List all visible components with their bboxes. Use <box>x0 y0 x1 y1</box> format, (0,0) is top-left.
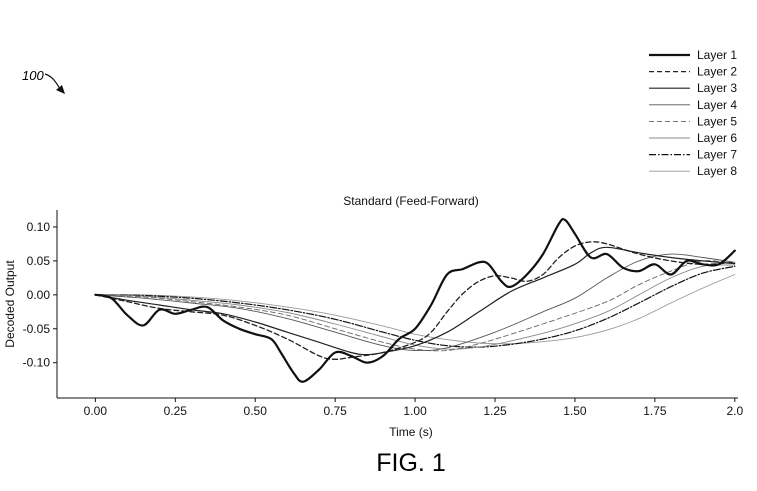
series-line-layer-1 <box>94 217 736 383</box>
legend-label-layer-1: Layer 1 <box>697 48 737 62</box>
x-tick-label: 1.00 <box>403 404 427 418</box>
legend-label-layer-7: Layer 7 <box>697 148 737 162</box>
y-tick-label: 0.05 <box>27 254 51 268</box>
series-line-layer-5 <box>94 260 736 352</box>
legend-label-layer-6: Layer 6 <box>697 131 737 145</box>
series-line-layer-2 <box>94 241 736 360</box>
legend-label-layer-5: Layer 5 <box>697 114 737 128</box>
chart-title: Standard (Feed-Forward) <box>343 194 478 208</box>
series-lines <box>94 217 736 383</box>
x-tick-label: 1.50 <box>563 404 587 418</box>
x-tick-label: 0.00 <box>84 404 108 418</box>
series-line-layer-4 <box>94 253 736 352</box>
series-line-layer-3 <box>94 246 736 356</box>
x-axis-label: Time (s) <box>389 425 433 439</box>
y-tick-label: -0.05 <box>23 322 51 336</box>
legend-label-layer-4: Layer 4 <box>697 98 737 112</box>
y-axis-label: Decoded Output <box>3 260 17 348</box>
y-tick-label: 0.10 <box>27 220 51 234</box>
x-tick-label: 0.75 <box>323 404 347 418</box>
x-tick-label: 0.50 <box>244 404 268 418</box>
legend: Layer 1 Layer 2 Layer 3 Layer 4 Layer 5 Layer… <box>649 48 737 178</box>
reference-numeral: 100 <box>22 68 44 83</box>
series-line-layer-6 <box>94 264 736 350</box>
reference-arrowhead-icon <box>56 85 65 94</box>
series-line-layer-8 <box>94 274 736 345</box>
x-tick-label: 0.25 <box>164 404 188 418</box>
reference-arrow-icon <box>44 73 61 90</box>
y-tick-label: 0.00 <box>27 288 51 302</box>
axes: 0.00 0.25 0.50 0.75 1.00 1.25 1.50 1.75 2.0 0.10 0… <box>23 210 743 418</box>
series-line-layer-7 <box>94 265 736 348</box>
legend-label-layer-3: Layer 3 <box>697 81 737 95</box>
x-tick-label: 1.75 <box>643 404 667 418</box>
y-tick-label: -0.10 <box>23 356 51 370</box>
figure-caption: FIG. 1 <box>376 449 445 477</box>
x-tick-label: 1.25 <box>483 404 507 418</box>
legend-label-layer-8: Layer 8 <box>697 164 737 178</box>
legend-label-layer-2: Layer 2 <box>697 65 737 79</box>
x-tick-label: 2.0 <box>726 404 743 418</box>
